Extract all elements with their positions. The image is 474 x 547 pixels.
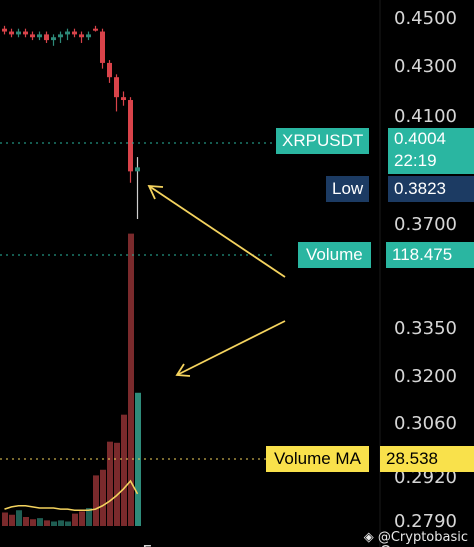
candle-body — [72, 31, 77, 35]
price-tick: 0.3350 — [394, 318, 457, 339]
volume-ma-line — [4, 479, 139, 512]
candle-body — [2, 28, 7, 32]
watermark: ◈ @Cryptobasic — [364, 530, 468, 545]
candle-body — [16, 31, 21, 35]
price-tick: 0.3060 — [394, 413, 457, 434]
volume-bar — [72, 513, 78, 526]
volume-bar — [93, 475, 99, 526]
volume-bar — [107, 441, 113, 526]
volume-bar — [79, 511, 85, 526]
candle-body — [135, 167, 140, 172]
volume-bar — [86, 508, 92, 526]
volume-bar — [16, 510, 22, 526]
volume-ma-value: 28.538 — [386, 449, 438, 468]
xrpusdt-symbol: XRPUSDT — [276, 128, 370, 154]
volume-ma-tag: Volume MA — [266, 446, 369, 472]
volume-bar — [65, 521, 71, 526]
candle-body — [121, 97, 126, 101]
low-value-tag: 0.3823 — [388, 176, 474, 202]
candle-body — [58, 34, 63, 38]
arrow-to-volume-icon — [176, 320, 286, 376]
volume-tag: Volume — [298, 242, 371, 268]
candle-body — [93, 28, 98, 31]
price-tick: 0.2920 — [394, 467, 457, 488]
annotation-arrows — [147, 184, 286, 377]
low-label: Low — [326, 176, 370, 202]
arrow-to-low-icon — [148, 185, 286, 278]
last-price-tag: 0.4004 22:19 — [388, 128, 474, 174]
volume-label: Volume — [298, 242, 371, 268]
price-tick: 0.4500 — [394, 8, 457, 29]
candle-body — [23, 31, 28, 35]
volume-value-tag: 118.475 — [386, 242, 474, 268]
volume-bar — [30, 519, 36, 526]
low-tag: Low — [326, 176, 370, 202]
candle-body — [114, 77, 119, 98]
price-tick: 0.2790 — [394, 511, 457, 532]
candle-body — [37, 34, 42, 38]
candle-body — [128, 100, 133, 172]
price-tick: 0.4300 — [394, 56, 457, 77]
price-tick: 0.3200 — [394, 366, 457, 387]
volume-bar — [128, 233, 134, 527]
candle-body — [100, 31, 105, 63]
time-tick-partial: 8 — [380, 542, 391, 547]
volume-bar — [51, 521, 57, 526]
price-tick: 0.4100 — [394, 106, 457, 127]
volume-bar — [9, 514, 15, 526]
volume-bar — [44, 520, 50, 526]
volume-bar — [2, 512, 8, 526]
volume-bars — [2, 233, 141, 527]
volume-bar — [23, 517, 29, 526]
last-price-value: 0.4004 — [394, 129, 446, 148]
candle-body — [9, 31, 14, 35]
volume-bar — [37, 518, 43, 526]
watermark-text: @Cryptobasic — [377, 530, 468, 545]
volume-ma-value-tag: 28.538 — [380, 446, 474, 472]
candle-body — [107, 62, 112, 78]
volume-bar — [121, 414, 127, 526]
price-tick: 0.3700 — [394, 214, 457, 235]
candle-body — [44, 34, 49, 41]
time-tick: 5 — [142, 542, 153, 547]
candle-body — [51, 37, 56, 41]
volume-value: 118.475 — [392, 245, 453, 264]
volume-bar — [100, 469, 106, 526]
volume-bar — [58, 520, 64, 526]
low-value: 0.3823 — [394, 179, 446, 198]
diamond-logo-icon: ◈ — [363, 530, 374, 545]
candle-body — [65, 31, 70, 35]
candle-body — [86, 34, 91, 38]
candle-body — [30, 34, 35, 38]
xrpusdt-tag: XRPUSDT — [276, 128, 370, 154]
candlesticks — [2, 25, 140, 219]
volume-ma-label: Volume MA — [266, 446, 369, 472]
candle-body — [79, 34, 84, 38]
volume-bar — [114, 442, 120, 526]
candle-countdown: 22:19 — [394, 151, 437, 170]
